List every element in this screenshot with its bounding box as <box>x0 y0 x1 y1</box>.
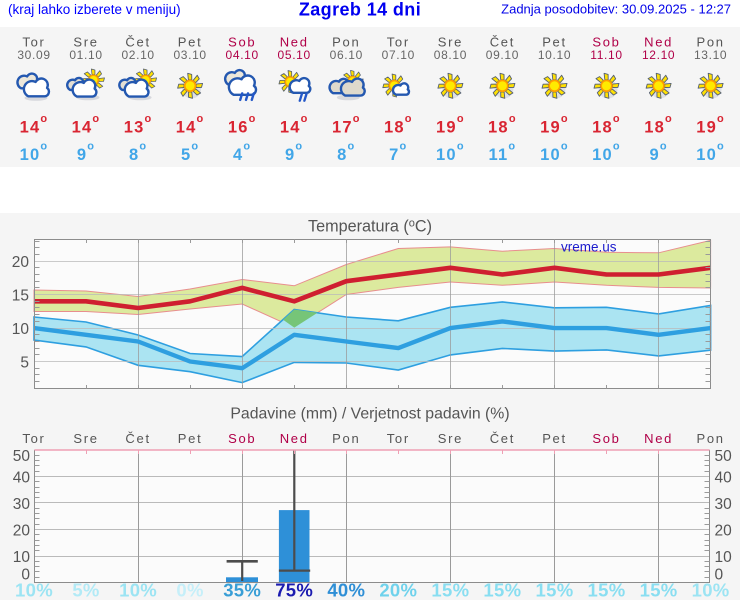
svg-text:17o: 17o <box>332 113 361 137</box>
svg-text:19o: 19o <box>436 113 465 137</box>
svg-text:20%: 20% <box>379 580 417 600</box>
svg-text:5%: 5% <box>72 580 99 600</box>
svg-text:Sre: Sre <box>438 431 463 446</box>
svg-text:10o: 10o <box>20 141 49 165</box>
svg-text:Tor: Tor <box>387 431 410 446</box>
svg-text:10: 10 <box>715 549 733 566</box>
svg-text:30: 30 <box>715 496 733 513</box>
svg-text:Sre: Sre <box>438 35 463 50</box>
svg-text:40%: 40% <box>327 580 365 600</box>
svg-text:14o: 14o <box>280 113 309 137</box>
svg-text:10%: 10% <box>119 580 157 600</box>
svg-text:18o: 18o <box>384 113 413 137</box>
svg-text:Tor: Tor <box>22 431 45 446</box>
svg-text:18o: 18o <box>592 113 621 137</box>
svg-text:08.10: 08.10 <box>434 48 467 62</box>
svg-text:13o: 13o <box>124 113 153 137</box>
svg-text:19o: 19o <box>540 113 569 137</box>
svg-text:10o: 10o <box>696 141 725 165</box>
svg-text:02.10: 02.10 <box>121 48 154 62</box>
svg-text:20: 20 <box>13 523 31 540</box>
svg-text:20: 20 <box>715 523 733 540</box>
svg-text:75%: 75% <box>275 580 313 600</box>
svg-text:Pon: Pon <box>332 35 360 50</box>
svg-text:Pet: Pet <box>542 35 567 50</box>
svg-text:Pet: Pet <box>542 431 567 446</box>
svg-text:11.10: 11.10 <box>590 48 622 62</box>
svg-text:18o: 18o <box>488 113 517 137</box>
svg-text:Tor: Tor <box>387 35 410 50</box>
svg-text:12.10: 12.10 <box>642 48 675 62</box>
svg-text:Tor: Tor <box>22 35 45 50</box>
svg-text:Zadnja posodobitev: 30.09.2025: Zadnja posodobitev: 30.09.2025 - 12:27 <box>501 2 731 17</box>
svg-text:13.10: 13.10 <box>694 48 727 62</box>
svg-text:Sre: Sre <box>73 35 98 50</box>
svg-text:19o: 19o <box>696 113 725 137</box>
svg-text:Ned: Ned <box>644 431 673 446</box>
svg-text:Ned: Ned <box>280 35 309 50</box>
svg-text:40: 40 <box>715 469 733 486</box>
svg-text:50: 50 <box>13 448 31 465</box>
svg-text:15: 15 <box>12 288 29 305</box>
svg-text:05.10: 05.10 <box>278 48 311 62</box>
svg-text:Sre: Sre <box>73 431 98 446</box>
svg-text:Temperatura (oC): Temperatura (oC) <box>308 217 432 235</box>
svg-text:Padavine (mm) / Verjetnost pad: Padavine (mm) / Verjetnost padavin (%) <box>230 406 509 423</box>
svg-text:15%: 15% <box>536 580 574 600</box>
svg-text:01.10: 01.10 <box>69 48 102 62</box>
svg-text:0%: 0% <box>176 580 203 600</box>
svg-text:30.09: 30.09 <box>17 48 50 62</box>
svg-text:14o: 14o <box>176 113 205 137</box>
svg-text:20: 20 <box>12 254 30 271</box>
svg-text:10%: 10% <box>692 580 730 600</box>
svg-text:10.10: 10.10 <box>538 48 571 62</box>
svg-text:Čet: Čet <box>490 35 515 50</box>
svg-text:50: 50 <box>715 448 733 465</box>
svg-text:35%: 35% <box>223 580 261 600</box>
svg-text:06.10: 06.10 <box>330 48 363 62</box>
svg-text:15%: 15% <box>640 580 678 600</box>
svg-text:10: 10 <box>12 321 30 338</box>
svg-text:09.10: 09.10 <box>486 48 519 62</box>
svg-text:07.10: 07.10 <box>382 48 415 62</box>
svg-text:14o: 14o <box>72 113 101 137</box>
svg-text:Pon: Pon <box>696 35 724 50</box>
svg-text:Sob: Sob <box>228 431 256 446</box>
svg-text:5: 5 <box>20 355 29 372</box>
svg-text:16o: 16o <box>228 113 257 137</box>
svg-text:15%: 15% <box>588 580 626 600</box>
svg-text:Sob: Sob <box>228 35 256 50</box>
svg-text:vreme.us: vreme.us <box>561 240 617 255</box>
svg-text:40: 40 <box>13 469 31 486</box>
svg-text:Ned: Ned <box>280 431 309 446</box>
svg-text:14o: 14o <box>20 113 49 137</box>
svg-text:0: 0 <box>715 567 724 584</box>
svg-text:Pon: Pon <box>696 431 724 446</box>
svg-text:Sob: Sob <box>592 431 620 446</box>
svg-text:Pon: Pon <box>332 431 360 446</box>
svg-text:10%: 10% <box>15 580 53 600</box>
svg-text:10o: 10o <box>436 141 465 165</box>
svg-text:Čet: Čet <box>125 431 150 446</box>
svg-text:Pet: Pet <box>178 431 203 446</box>
svg-text:(kraj lahko izberete v meniju): (kraj lahko izberete v meniju) <box>8 2 181 17</box>
svg-text:15%: 15% <box>431 580 469 600</box>
svg-text:03.10: 03.10 <box>173 48 206 62</box>
svg-text:10o: 10o <box>540 141 569 165</box>
svg-text:15%: 15% <box>483 580 521 600</box>
svg-text:Zagreb 14 dni: Zagreb 14 dni <box>299 0 421 19</box>
svg-text:0: 0 <box>21 567 30 584</box>
svg-text:Ned: Ned <box>644 35 673 50</box>
svg-text:10o: 10o <box>592 141 621 165</box>
svg-text:Pet: Pet <box>178 35 203 50</box>
svg-text:Čet: Čet <box>125 35 150 50</box>
svg-text:18o: 18o <box>644 113 673 137</box>
svg-text:Čet: Čet <box>490 431 515 446</box>
svg-text:Sob: Sob <box>592 35 620 50</box>
svg-text:10: 10 <box>13 549 31 566</box>
svg-text:30: 30 <box>13 496 31 513</box>
svg-text:04.10: 04.10 <box>226 48 259 62</box>
